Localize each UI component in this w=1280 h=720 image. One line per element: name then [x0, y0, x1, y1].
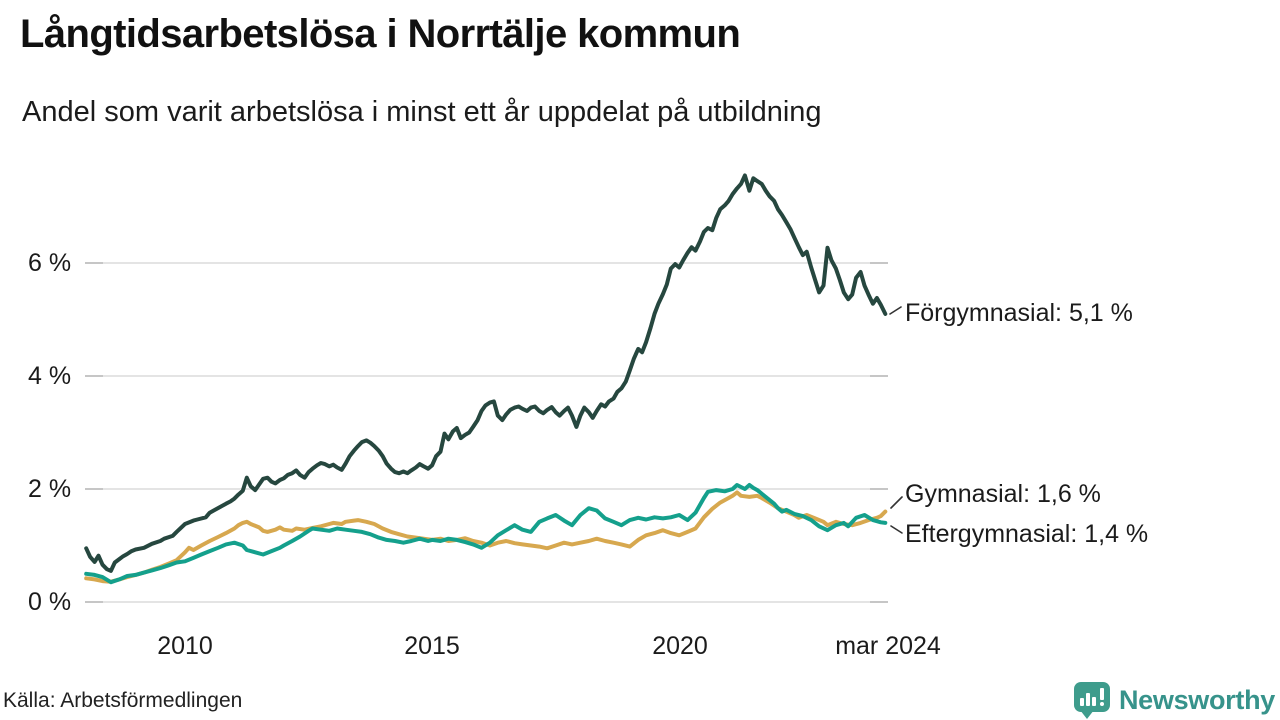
x-axis-tick-label-mar-2024: mar 2024: [835, 632, 941, 660]
label-connector-eftergymnasial: [890, 525, 903, 534]
series-label-gymnasial: Gymnasial: 1,6 %: [905, 480, 1101, 508]
page-title: Långtidsarbetslösa i Norrtälje kommun: [20, 12, 741, 56]
series-label-forgymnasial: Förgymnasial: 5,1 %: [905, 299, 1133, 327]
chart-subtitle: Andel som varit arbetslösa i minst ett å…: [22, 96, 822, 128]
newsworthy-wordmark: Newsworthy: [1118, 684, 1275, 715]
source-note: Källa: Arbetsförmedlingen: [3, 689, 243, 712]
y-axis-tick-label-2: 2 %: [28, 475, 72, 503]
line-förgymnasial: [84, 173, 888, 573]
newsworthy-logo-icon: [1073, 681, 1111, 719]
y-axis-tick-label-0: 0 %: [28, 588, 72, 616]
x-axis-tick-label-2015: 2015: [404, 632, 460, 660]
line-gymnasial: [84, 490, 888, 584]
label-connector-förgymnasial: [889, 306, 902, 315]
newsworthy-brand: Newsworthy: [1073, 681, 1275, 719]
logo-bubble-tail: [1079, 710, 1094, 719]
x-axis-tick-label-2010: 2010: [157, 632, 213, 660]
line-eftergymnasial: [84, 483, 888, 585]
label-connector-gymnasial: [890, 496, 903, 509]
series-label-eftergymnasial: Eftergymnasial: 1,4 %: [905, 520, 1149, 548]
logo-bar-chart-glyph: [1079, 688, 1104, 706]
y-axis-tick-label-4: 4 %: [28, 362, 72, 390]
x-axis-tick-label-2020: 2020: [652, 632, 708, 660]
y-axis-tick-label-6: 6 %: [28, 249, 72, 277]
